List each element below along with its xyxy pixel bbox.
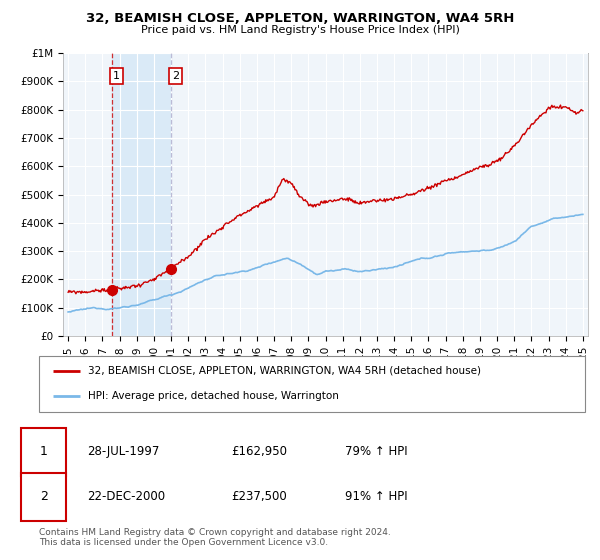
Text: £162,950: £162,950	[231, 445, 287, 459]
Text: 2: 2	[172, 71, 179, 81]
Text: 91% ↑ HPI: 91% ↑ HPI	[345, 490, 407, 503]
Text: Contains HM Land Registry data © Crown copyright and database right 2024.
This d: Contains HM Land Registry data © Crown c…	[39, 528, 391, 547]
Text: 28-JUL-1997: 28-JUL-1997	[87, 445, 160, 459]
Text: 32, BEAMISH CLOSE, APPLETON, WARRINGTON, WA4 5RH: 32, BEAMISH CLOSE, APPLETON, WARRINGTON,…	[86, 12, 514, 25]
Text: 79% ↑ HPI: 79% ↑ HPI	[345, 445, 407, 459]
Text: 32, BEAMISH CLOSE, APPLETON, WARRINGTON, WA4 5RH (detached house): 32, BEAMISH CLOSE, APPLETON, WARRINGTON,…	[88, 366, 481, 376]
Text: 2: 2	[40, 490, 48, 503]
Text: 22-DEC-2000: 22-DEC-2000	[87, 490, 165, 503]
Bar	[112, 53, 171, 336]
Text: £237,500: £237,500	[231, 490, 287, 503]
Text: HPI: Average price, detached house, Warrington: HPI: Average price, detached house, Warr…	[88, 391, 339, 402]
Text: 1: 1	[113, 71, 120, 81]
Text: 1: 1	[40, 445, 48, 459]
Text: Price paid vs. HM Land Registry's House Price Index (HPI): Price paid vs. HM Land Registry's House …	[140, 25, 460, 35]
